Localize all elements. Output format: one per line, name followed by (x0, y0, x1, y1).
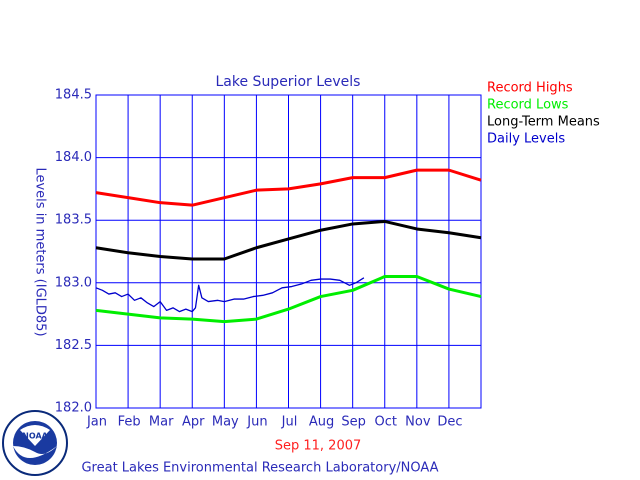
x-tick-label: Oct (375, 415, 397, 430)
x-tick-label: Feb (118, 415, 141, 430)
plot-frame (95, 94, 482, 409)
y-tick-label: 182.0 (55, 401, 92, 416)
y-axis-label: Levels in meters (IGLD85) (33, 167, 48, 336)
legend-entry: Daily Levels (487, 132, 565, 147)
y-tick-label: 183.5 (55, 213, 92, 228)
x-tick-label: Mar (149, 415, 174, 430)
series-line (95, 168, 482, 207)
noaa-logo: NOAA (2, 410, 68, 476)
x-tick-label: Apr (182, 415, 205, 430)
series-line (95, 219, 482, 261)
x-tick-label: Nov (405, 415, 431, 430)
x-tick-label: Dec (437, 415, 462, 430)
x-tick-label: Aug (309, 415, 334, 430)
y-tick-label: 182.5 (55, 338, 92, 353)
x-tick-label: Jul (281, 415, 298, 430)
svg-text:NOAA: NOAA (22, 432, 48, 441)
series-line (95, 275, 482, 324)
legend-entry: Record Highs (487, 81, 573, 96)
footer: Great Lakes Environmental Research Labor… (81, 461, 438, 476)
x-tick-label: Sep (341, 415, 366, 430)
series-line (95, 277, 365, 313)
x-tick-label: May (212, 415, 239, 430)
legend-entry: Long-Term Means (487, 115, 600, 130)
x-tick-label: Jan (86, 415, 107, 430)
y-tick-label: 184.5 (55, 88, 92, 103)
legend-entry: Record Lows (487, 98, 569, 113)
y-tick-label: 183.0 (55, 275, 92, 290)
y-tick-label: 184.0 (55, 150, 92, 165)
x-tick-label: Jun (246, 415, 267, 430)
date-label: Sep 11, 2007 (275, 439, 362, 454)
chart-title: Lake Superior Levels (216, 74, 361, 90)
